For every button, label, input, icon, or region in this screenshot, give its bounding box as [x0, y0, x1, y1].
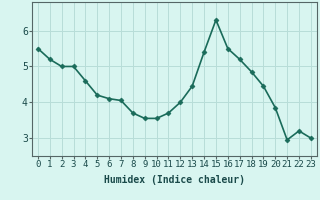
X-axis label: Humidex (Indice chaleur): Humidex (Indice chaleur) — [104, 175, 245, 185]
